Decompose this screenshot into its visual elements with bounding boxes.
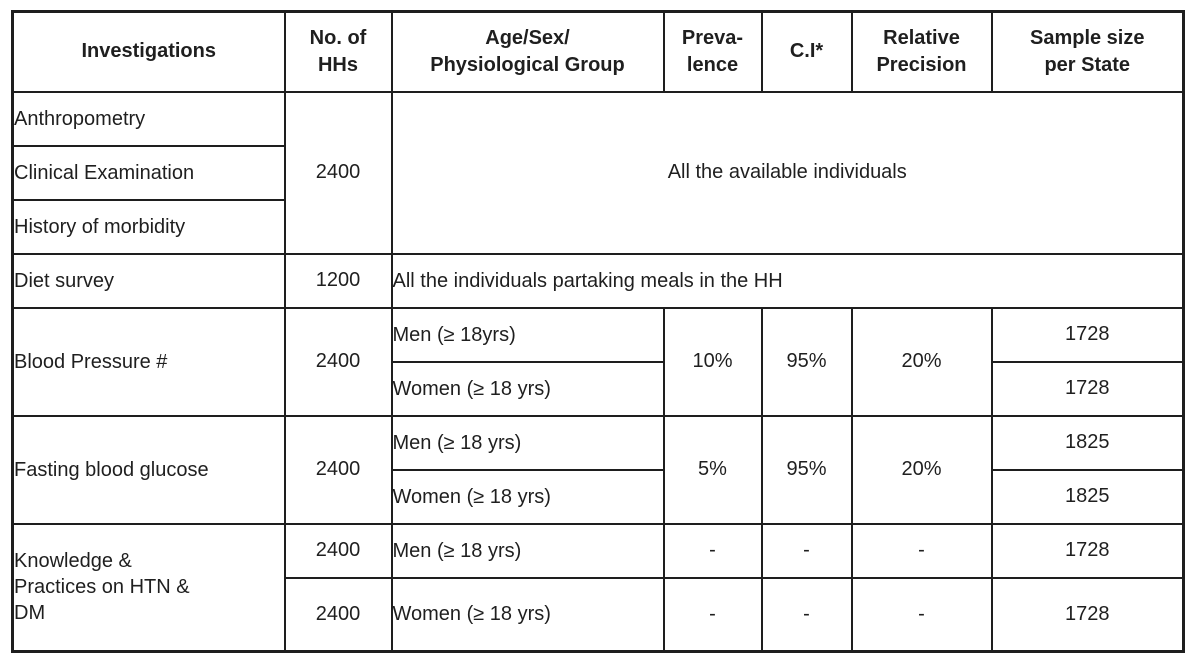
table-row: Fasting blood glucose 2400 Men (≥ 18 yrs… [11, 414, 1185, 525]
table-row: Diet survey 1200 All the individuals par… [11, 252, 1185, 309]
cell-sample-knowledge-practices-men: 1728 [990, 522, 1185, 579]
cell-group-knowledge-practices-men: Men (≥ 18 yrs) [390, 522, 665, 579]
table-row: History of morbidity [11, 198, 1184, 255]
cell-hhs-fasting-blood-glucose: 2400 [283, 414, 393, 525]
cell-group-fasting-blood-glucose-women: Women (≥ 18 yrs) [390, 468, 665, 525]
cell-hhs-group1: 2400 [283, 90, 393, 255]
cell-investigation-clinical-examination: Clinical Examination [11, 144, 286, 201]
col-header-prevalence: Preva- lence [662, 10, 763, 93]
cell-prevalence-knowledge-practices-men: - [662, 522, 763, 579]
cell-relative-precision-blood-pressure: 20% [850, 306, 993, 417]
cell-sample-blood-pressure-women: 1728 [990, 360, 1185, 417]
cell-prevalence-blood-pressure: 10% [662, 306, 763, 417]
cell-investigation-anthropometry: Anthropometry [11, 90, 286, 147]
cell-group-fasting-blood-glucose-men: Men (≥ 18 yrs) [390, 414, 665, 471]
cell-sample-knowledge-practices-women: 1728 [990, 576, 1185, 653]
cell-group-blood-pressure-men: Men (≥ 18yrs) [390, 306, 665, 363]
cell-investigation-knowledge-practices: Knowledge & Practices on HTN & DM [11, 522, 286, 653]
cell-group-blood-pressure-women: Women (≥ 18 yrs) [390, 360, 665, 417]
table-row: Knowledge & Practices on HTN & DM 2400 M… [11, 522, 1185, 653]
col-header-relative-precision: Relative Precision [850, 10, 993, 93]
cell-ci-blood-pressure: 95% [760, 306, 853, 417]
table-row: 2400 Women (≥ 18 yrs) - - - 1728 [13, 576, 1185, 653]
table-header-row: Investigations No. of HHs Age/Sex/ Physi… [11, 10, 1185, 93]
cell-note-diet-survey: All the individuals partaking meals in t… [390, 252, 1185, 309]
cell-ci-knowledge-practices-men: - [760, 522, 853, 579]
cell-relative-precision-knowledge-practices-women: - [850, 576, 993, 653]
cell-ci-knowledge-practices-women: - [760, 576, 853, 653]
cell-sample-fasting-blood-glucose-women: 1825 [990, 468, 1185, 525]
cell-ci-fasting-blood-glucose: 95% [760, 414, 853, 525]
cell-prevalence-knowledge-practices-women: - [662, 576, 763, 653]
col-header-sample-size: Sample size per State [990, 10, 1185, 93]
cell-hhs-diet-survey: 1200 [283, 252, 393, 309]
col-header-ci: C.I* [760, 10, 853, 93]
table-row: Women (≥ 18 yrs) 1825 [13, 468, 1185, 525]
cell-investigation-diet-survey: Diet survey [11, 252, 286, 309]
col-header-no-of-hhs: No. of HHs [283, 10, 393, 93]
cell-relative-precision-fasting-blood-glucose: 20% [850, 414, 993, 525]
table-row: Women (≥ 18 yrs) 1728 [13, 360, 1185, 417]
cell-investigation-history-of-morbidity: History of morbidity [11, 198, 286, 255]
table-row: Blood Pressure # 2400 Men (≥ 18yrs) 10% … [11, 306, 1185, 417]
table-row: Anthropometry 2400 All the available ind… [11, 90, 1185, 255]
col-header-investigations: Investigations [11, 10, 286, 93]
cell-investigation-blood-pressure: Blood Pressure # [11, 306, 286, 417]
cell-hhs-blood-pressure: 2400 [283, 306, 393, 417]
cell-note-all-available-individuals: All the available individuals [390, 90, 1185, 255]
cell-sample-blood-pressure-men: 1728 [990, 306, 1185, 363]
cell-sample-fasting-blood-glucose-men: 1825 [990, 414, 1185, 471]
cell-group-knowledge-practices-women: Women (≥ 18 yrs) [390, 576, 665, 653]
cell-relative-precision-knowledge-practices-men: - [850, 522, 993, 579]
table-row: Clinical Examination [11, 144, 1184, 201]
cell-prevalence-fasting-blood-glucose: 5% [662, 414, 763, 525]
cell-hhs-knowledge-practices-women: 2400 [283, 576, 393, 653]
cell-investigation-fasting-blood-glucose: Fasting blood glucose [11, 414, 286, 525]
survey-design-table: Investigations No. of HHs Age/Sex/ Physi… [11, 10, 1185, 653]
col-header-age-sex-group: Age/Sex/ Physiological Group [390, 10, 665, 93]
cell-hhs-knowledge-practices-men: 2400 [283, 522, 393, 579]
